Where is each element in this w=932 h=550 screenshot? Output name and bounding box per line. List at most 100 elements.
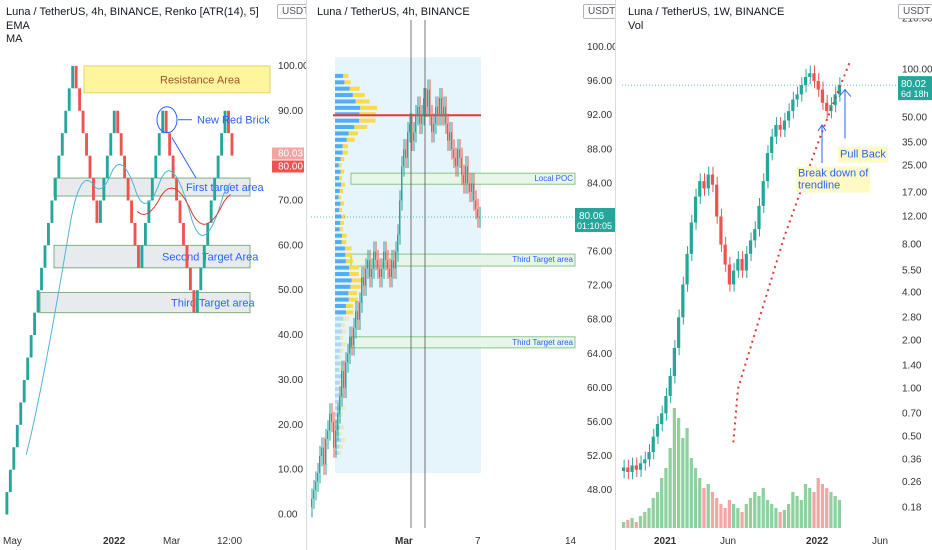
- renko-brick: [8, 469, 12, 493]
- candle-body: [339, 396, 341, 414]
- volume-bar: [677, 418, 681, 528]
- profile-bar-buy: [335, 93, 353, 98]
- candle-body: [335, 430, 337, 448]
- candle-body: [341, 370, 343, 397]
- candle-body: [655, 423, 660, 437]
- candle-body: [753, 229, 757, 241]
- candle-body: [327, 430, 329, 440]
- countdown-label: 01:10:05: [577, 221, 612, 231]
- weekly-chart-panel[interactable]: Break down of trendline Pull Back 0.18 0.26 0…: [616, 0, 932, 550]
- volume-bar: [765, 500, 770, 528]
- candle-body: [355, 311, 357, 329]
- volume-profile-chart-panel[interactable]: Local POC Third Target area Third Target a…: [307, 0, 615, 550]
- renko-brick: [182, 222, 185, 246]
- y-tick-label: 0.26: [902, 477, 922, 488]
- resistance-zone[interactable]: [83, 65, 271, 94]
- volume-bar: [727, 500, 731, 528]
- candle-body: [643, 459, 647, 464]
- chart-title: Luna / TetherUS, 4h, BINANCE, Renko [ATR…: [6, 6, 259, 18]
- profile-bar-buy: [335, 361, 341, 366]
- profile-bar-buy: [335, 323, 341, 328]
- renko-brick: [171, 155, 175, 179]
- renko-brick: [5, 492, 9, 515]
- candle-body: [825, 102, 829, 112]
- profile-bar-sell: [340, 156, 345, 161]
- profile-bar-buy: [335, 303, 346, 308]
- x-tick-label: 2022: [806, 536, 829, 547]
- candle-body: [377, 260, 379, 269]
- profile-bar-sell: [339, 348, 344, 353]
- third-target-zone-2-label: Third Target area: [512, 338, 573, 347]
- volume-bar: [820, 484, 825, 528]
- candle-body: [634, 465, 638, 470]
- candle-body: [689, 222, 693, 254]
- second-target-zone[interactable]: [53, 244, 251, 269]
- volume-bar: [710, 492, 715, 528]
- candle-body: [459, 149, 461, 158]
- renko-brick: [71, 65, 75, 89]
- volume-bar: [833, 496, 837, 528]
- profile-bar-buy: [335, 169, 341, 174]
- renko-brick: [130, 200, 133, 223]
- profile-bar-buy: [335, 444, 340, 449]
- candle-body: [698, 181, 702, 197]
- candle-body: [397, 234, 399, 252]
- candle-body: [672, 347, 676, 376]
- candle-body: [732, 270, 736, 285]
- profile-bar-buy: [335, 316, 344, 321]
- new-brick-circle: [156, 106, 178, 134]
- panel-divider[interactable]: [615, 0, 616, 550]
- profile-bar-buy: [335, 450, 339, 455]
- profile-bar-buy: [335, 131, 349, 136]
- y-tick-label: 5.50: [902, 266, 922, 277]
- candle-body: [685, 253, 689, 285]
- profile-bar-sell: [359, 118, 376, 123]
- candle-body: [651, 436, 655, 453]
- candle-body: [465, 166, 467, 184]
- y-tick-label: 50.00: [278, 285, 303, 296]
- currency-label[interactable]: USDT: [898, 4, 932, 19]
- profile-bar-buy: [335, 431, 340, 436]
- profile-bar-buy: [335, 86, 350, 91]
- renko-brick: [57, 155, 61, 179]
- candle-body: [331, 413, 333, 422]
- profile-bar-sell: [345, 259, 354, 264]
- candle-body: [799, 85, 803, 95]
- profile-bar-buy: [335, 342, 342, 347]
- target-arrow: [171, 137, 197, 179]
- profile-bar-buy: [335, 156, 341, 161]
- currency-label[interactable]: USDT: [277, 4, 306, 19]
- candle-body: [837, 85, 841, 95]
- countdown-label: 6d 18h: [901, 89, 929, 99]
- renko-brick: [147, 200, 151, 223]
- x-tick-label: 2021: [654, 536, 677, 547]
- volume-bar: [693, 468, 698, 528]
- profile-bar-buy: [335, 387, 339, 392]
- volume-bar: [715, 498, 719, 528]
- candle-body: [449, 132, 451, 141]
- candle-body: [833, 94, 837, 106]
- candle-body: [770, 136, 774, 154]
- panel-divider[interactable]: [306, 0, 307, 550]
- renko-chart-canvas[interactable]: Resistance Area First target area Second T…: [0, 0, 306, 550]
- renko-brick: [185, 245, 189, 268]
- candle-body: [353, 328, 355, 346]
- candle-body: [664, 395, 668, 414]
- renko-brick: [137, 245, 140, 268]
- volume-profile-chart-canvas[interactable]: Local POC Third Target area Third Target a…: [307, 0, 615, 550]
- y-tick-label: 92.00: [587, 110, 612, 121]
- profile-bar-sell: [341, 329, 347, 334]
- candle-body: [395, 251, 397, 269]
- candle-body: [816, 80, 820, 90]
- currency-label[interactable]: USDT: [583, 4, 615, 19]
- renko-brick: [105, 155, 109, 179]
- renko-brick: [216, 155, 220, 179]
- profile-bar-buy: [335, 201, 341, 206]
- renko-brick: [74, 65, 78, 89]
- renko-chart-panel[interactable]: Resistance Area First target area Second T…: [0, 0, 306, 550]
- y-tick-label: 4.00: [902, 288, 922, 299]
- profile-bar-buy: [335, 163, 339, 168]
- y-tick-label: 88.00: [587, 144, 612, 155]
- renko-brick: [227, 110, 230, 134]
